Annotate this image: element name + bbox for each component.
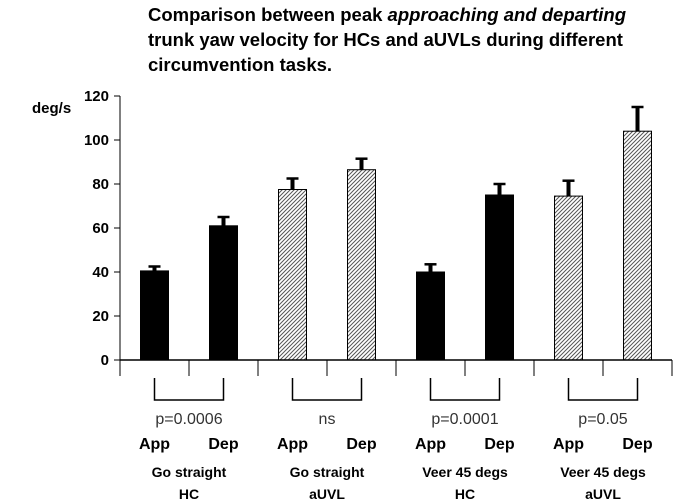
significance-bracket (153, 378, 225, 401)
significance-bracket (429, 378, 501, 401)
group-label-line2: HC (455, 486, 475, 502)
bar-label: App (553, 436, 584, 453)
y-axis: 0 20 40 60 80 100 120 (84, 88, 121, 369)
y-tick-label: 80 (92, 176, 109, 193)
group-label-line1: Go straight (152, 464, 227, 480)
x-axis (119, 359, 673, 376)
significance-bracket (567, 378, 639, 401)
bar (554, 195, 583, 361)
bar-label: Dep (208, 436, 238, 453)
group-label-line1: Go straight (290, 464, 365, 480)
group-label-line2: aUVL (585, 486, 621, 502)
bar-label: App (277, 436, 308, 453)
chart-title: Comparison between peak approaching and … (148, 2, 668, 77)
p-value-label: p=0.05 (578, 411, 627, 428)
p-value-label: p=0.0001 (431, 411, 498, 428)
y-tick-label: 60 (92, 220, 109, 237)
significance-bracket (291, 378, 363, 401)
bar-label: Dep (346, 436, 376, 453)
p-value-label: ns (319, 411, 336, 428)
y-tick-label: 40 (92, 264, 109, 281)
group-label-line2: HC (179, 486, 199, 502)
group-label-line1: Veer 45 degs (560, 464, 646, 480)
group-label-line1: Veer 45 degs (422, 464, 508, 480)
group-label-line2: aUVL (309, 486, 345, 502)
bar (140, 270, 169, 361)
title-part2: trunk yaw velocity for HCs and aUVLs dur… (148, 29, 623, 75)
x-labels: p=0.0006 Go straight HC ns Go straight aUVL p=… (139, 378, 653, 502)
y-axis-label: deg/s (32, 100, 71, 117)
bar-label: App (139, 436, 170, 453)
bar (416, 271, 445, 361)
p-value-label: p=0.0006 (155, 411, 222, 428)
bar (278, 189, 307, 361)
y-tick-label: 20 (92, 308, 109, 325)
title-italic: approaching and departing (387, 4, 627, 25)
title-part1: Comparison between peak (148, 4, 388, 25)
bar (209, 225, 238, 361)
y-tick-label: 120 (84, 88, 109, 105)
bar (347, 169, 376, 361)
bars (140, 105, 652, 361)
y-tick-label: 100 (84, 132, 109, 149)
bar (485, 194, 514, 361)
bar-label: Dep (622, 436, 652, 453)
bar-label: App (415, 436, 446, 453)
y-tick-label: 0 (101, 352, 109, 369)
bar (623, 130, 652, 361)
bar-label: Dep (484, 436, 514, 453)
